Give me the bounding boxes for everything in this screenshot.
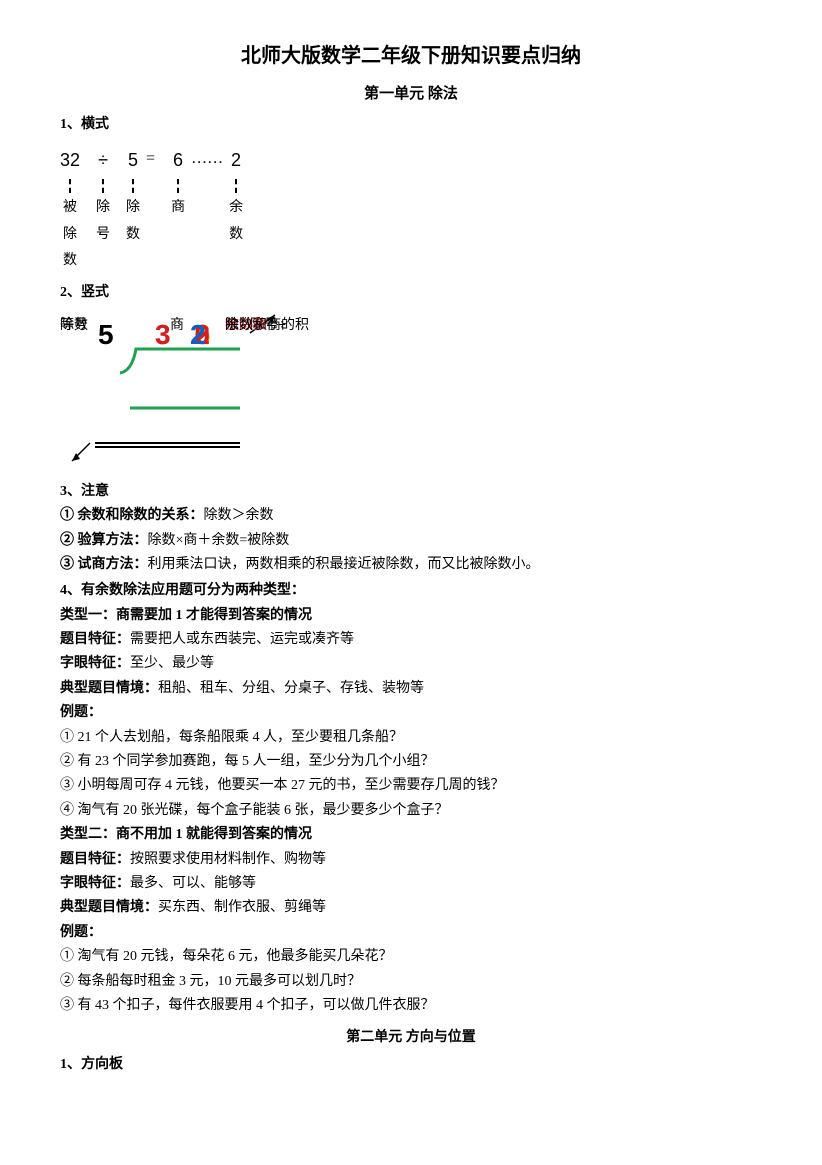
type1-scene: 典型题目情境：租船、租车、分组、分桌子、存钱、装物等 xyxy=(60,678,762,700)
type2-title: 类型二：商不用加 1 就能得到答案的情况 xyxy=(60,824,762,846)
dash-icon xyxy=(132,179,134,193)
type1-title: 类型一：商需要加 1 才能得到答案的情况 xyxy=(60,605,762,627)
type2-ex1: ① 淘气有 20 元钱，每朵花 6 元，他最多能买几朵花？ xyxy=(60,946,762,968)
label: 数 xyxy=(126,224,140,246)
type2-ex2: ② 每条船每时租金 3 元，10 元最多可以划几时？ xyxy=(60,971,762,993)
note-2: ② 验算方法：除数×商＋余数=被除数 xyxy=(60,530,762,552)
note-3: ③ 试商方法：利用乘法口诀，两数相乘的积最接近被除数，而又比被除数小。 xyxy=(60,554,762,576)
label: 数 xyxy=(63,250,77,272)
type2-feature: 题目特征：按照要求使用材料制作、购物等 xyxy=(60,849,762,871)
horizontal-division: 32 被 除 数 ÷ 除 号 5 除 数 = 6 商 …… 2 余 数 xyxy=(60,146,762,272)
ji-num: 3 0 xyxy=(155,313,218,358)
divide-op: ÷ xyxy=(98,146,108,175)
yu-num: 2 xyxy=(190,313,206,358)
label: 号 xyxy=(96,224,110,246)
note-1: ① 余数和除数的关系：除数＞余数 xyxy=(60,505,762,527)
type1-ex3: ③ 小明每周可存 4 元钱，他要买一本 27 元的书，至少需要存几周的钱？ xyxy=(60,775,762,797)
chushu-num: 5 xyxy=(98,313,114,358)
section-2: 2、竖式 xyxy=(60,282,762,304)
dividend: 32 xyxy=(60,146,80,175)
denghao-label: 等号 xyxy=(60,313,88,335)
type2-word: 字眼特征：最多、可以、能够等 xyxy=(60,873,762,895)
section-5: 1、方向板 xyxy=(60,1054,762,1076)
label: 除 xyxy=(96,197,110,219)
equals: = xyxy=(146,146,155,172)
type2-ex3: ③ 有 43 个扣子，每件衣服要用 4 个扣子，可以做几件衣服？ xyxy=(60,995,762,1017)
type1-ex-label: 例题： xyxy=(60,702,762,724)
type1-word: 字眼特征：至少、最少等 xyxy=(60,653,762,675)
dash-icon xyxy=(177,179,179,193)
type2-scene: 典型题目情境：买东西、制作衣服、剪绳等 xyxy=(60,897,762,919)
unit1-title: 第一单元 除法 xyxy=(60,82,762,106)
label: 余 xyxy=(229,197,243,219)
dash-icon xyxy=(102,179,104,193)
type1-ex2: ② 有 23 个同学参加赛跑，每 5 人一组，至少分为几个小组？ xyxy=(60,751,762,773)
main-title: 北师大版数学二年级下册知识要点归纳 xyxy=(60,40,762,72)
long-division-diagram: 除号÷ 商 6 除数 5 3 2 被除数 3 0 除数和商的积 等号 2 余数 xyxy=(60,313,320,473)
section-1: 1、横式 xyxy=(60,114,762,136)
section-3: 3、注意 xyxy=(60,481,762,503)
label: 除 xyxy=(126,197,140,219)
divisor: 5 xyxy=(128,146,138,175)
type1-ex4: ④ 淘气有 20 张光碟，每个盒子能装 6 张，最少要多少个盒子？ xyxy=(60,800,762,822)
dots: …… xyxy=(191,146,223,172)
type1-ex1: ① 21 个人去划船，每条船限乘 4 人，至少要租几条船？ xyxy=(60,727,762,749)
label: 被 xyxy=(63,197,77,219)
type2-ex-label: 例题： xyxy=(60,922,762,944)
section-4: 4、有余数除法应用题可分为两种类型： xyxy=(60,580,762,602)
dash-icon xyxy=(69,179,71,193)
label: 除 xyxy=(63,224,77,246)
type1-feature: 题目特征：需要把人或东西装完、运完或凑齐等 xyxy=(60,629,762,651)
label: 商 xyxy=(171,197,185,219)
label: 数 xyxy=(229,224,243,246)
unit2-title: 第二单元 方向与位置 xyxy=(60,1027,762,1049)
quotient: 6 xyxy=(173,146,183,175)
dash-icon xyxy=(235,179,237,193)
yu-label: 余数 xyxy=(225,313,253,335)
remainder: 2 xyxy=(231,146,241,175)
